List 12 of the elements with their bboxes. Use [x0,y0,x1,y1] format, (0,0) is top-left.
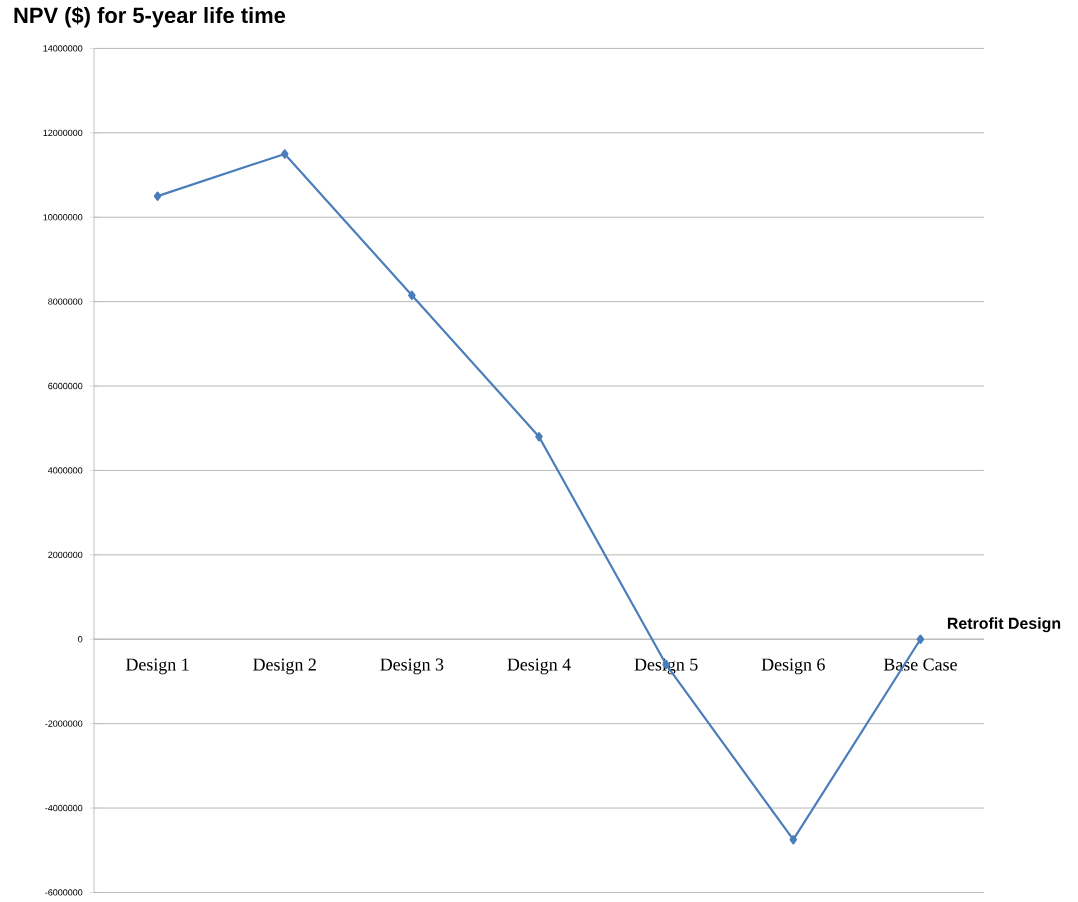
x-tick-label: Design 2 [253,658,316,675]
point [789,834,798,845]
point [916,634,925,644]
x-tick-label: Design 3 [380,658,444,675]
point [408,290,416,300]
x-tick-label: Design 4 [507,658,571,675]
x-tick-label: Design 6 [761,658,825,675]
point [535,431,543,442]
point [280,149,289,159]
x-tick-label: Design 1 [125,658,189,675]
chart-title: NPV ($) for 5-year life time [14,6,286,28]
point [153,191,162,201]
